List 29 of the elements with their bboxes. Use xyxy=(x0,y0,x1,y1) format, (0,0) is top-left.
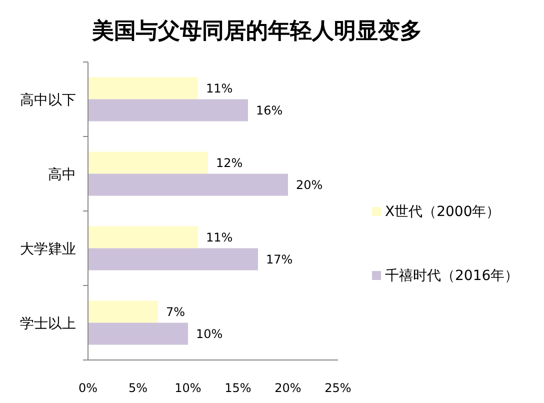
legend-label: X世代（2000年） xyxy=(385,204,500,220)
data-label: 11% xyxy=(206,230,233,244)
data-label: 7% xyxy=(166,304,186,319)
data-label: 17% xyxy=(266,252,293,266)
data-label: 10% xyxy=(196,326,223,341)
bar xyxy=(88,226,198,248)
x-tick-label: 25% xyxy=(324,381,352,395)
x-tick-label: 20% xyxy=(274,381,302,395)
y-tick-label: 学士以上 xyxy=(20,316,76,332)
data-label: 16% xyxy=(256,103,283,118)
bar xyxy=(88,248,258,270)
data-label: 11% xyxy=(206,81,233,96)
bar xyxy=(88,174,288,196)
x-tick-label: 15% xyxy=(224,381,252,395)
x-tick-label: 5% xyxy=(128,381,148,395)
y-tick-label: 高中 xyxy=(48,166,76,183)
legend-label: 千禧时代（2016年） xyxy=(385,268,519,284)
data-label: 12% xyxy=(216,156,243,170)
bar xyxy=(88,99,248,122)
x-tick-label: 10% xyxy=(174,381,202,395)
data-label: 20% xyxy=(296,178,323,192)
chart-title: 美国与父母同居的年轻人明显变多 xyxy=(91,18,422,44)
bar xyxy=(88,77,198,100)
x-tick-label: 0% xyxy=(78,381,98,395)
y-tick-label: 高中以下 xyxy=(20,92,76,108)
bar xyxy=(88,300,158,323)
y-tick-label: 大学肄业 xyxy=(20,241,76,258)
bar xyxy=(88,322,188,345)
bar xyxy=(88,152,208,174)
